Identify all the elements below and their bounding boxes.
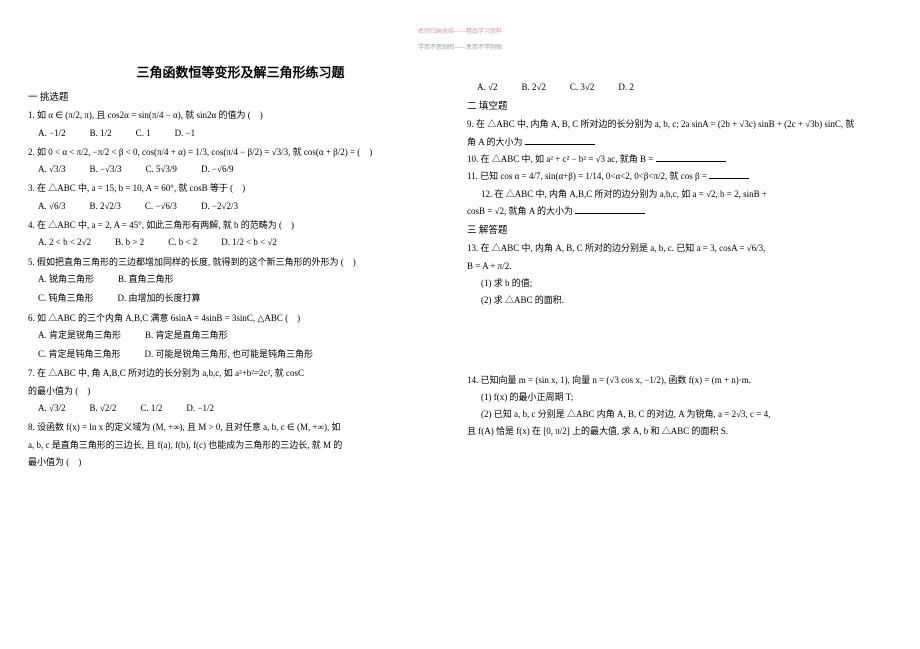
q5-c: C. 钝角三角形 [38,291,94,306]
q6-a: A. 肯定是锐角三角形 [38,328,121,343]
header-top: 名师归纳总结——精品学习资料 [0,26,920,35]
q8-stem2: a, b, c 是直角三角形的三边长, 且 f(a), f(b), f(c) 也… [28,438,453,453]
spacer [467,311,892,371]
q14-2: (2) 已知 a, b, c 分别是 △ABC 内角 A, B, C 的对边, … [481,407,892,422]
q1-a: A. −1/2 [38,126,66,141]
q8-a: A. √2 [477,80,497,95]
q6-stem: 6. 如 △ABC 的三个内角 A,B,C 满意 6sinA = 4sinB =… [28,311,453,326]
q6-d: D. 可能是锐角三角形, 也可能是钝角三角形 [145,347,314,362]
q5-b: B. 直角三角形 [118,272,174,287]
q12b: cosB = √2, 就角 A 的大小为 [467,204,892,219]
q4-a: A. 2 < b < 2√2 [38,235,91,250]
q4-opts: A. 2 < b < 2√2 B. b > 2 C. b < 2 D. 1/2 … [38,235,453,250]
q1-c: C. 1 [136,126,151,141]
q3-c: C. −√6/3 [145,199,177,214]
q2-stem: 2. 如 0 < α < π/2, −π/2 < β < 0, cos(π/4 … [28,145,453,160]
q9: 9. 在 △ABC 中, 内角 A, B, C 所对边的长分别为 a, b, c… [467,117,892,132]
q8-stem: 8. 设函数 f(x) = ln x 的定义域为 (M, +∞), 且 M > … [28,420,453,435]
blank-10 [656,152,726,162]
q2-a: A. √3/3 [38,162,65,177]
q2-opts: A. √3/3 B. −√3/3 C. 5√3/9 D. −√6/9 [38,162,453,177]
q14-3: 且 f(A) 恰是 f(x) 在 [0, π/2] 上的最大值, 求 A, b … [467,424,892,439]
section-1: 一 挑选题 [28,90,453,106]
blank-9 [525,135,595,145]
q7-stem: 7. 在 △ABC 中, 角 A,B,C 所对边的长分别为 a,b,c, 如 a… [28,366,453,381]
q3-b: B. 2√2/3 [89,199,120,214]
section-2: 二 填空题 [467,99,892,115]
q10: 10. 在 △ABC 中, 如 a² + c² − b² = √3 ac, 就角… [467,152,892,167]
header-sub: 学而不思则罔——思而不学则殆 [0,42,920,51]
q6-b: B. 肯定是直角三角形 [145,328,228,343]
blank-12 [575,204,645,214]
q4-b: B. b > 2 [115,235,144,250]
page-content: 三角函数恒等变形及解三角形练习题 一 挑选题 1. 如 α ∈ (π/2, π)… [28,62,892,629]
q3-d: D. −2√2/3 [201,199,238,214]
q7-b: B. √2/2 [89,401,116,416]
q9b-text: 角 A 的大小为 [467,137,523,147]
q5-d: D. 由增加的长度打算 [118,291,201,306]
q1-d: D. −1 [175,126,196,141]
q7-d: D. −1/2 [186,401,214,416]
right-column: A. √2 B. 2√2 C. 3√2 D. 2 二 填空题 9. 在 △ABC… [467,62,892,629]
q4-d: D. 1/2 < b < √2 [221,235,277,250]
q3-stem: 3. 在 △ABC 中, a = 15, b = 10, A = 60°, 就 … [28,181,453,196]
q6-opts: A. 肯定是锐角三角形 B. 肯定是直角三角形 C. 肯定是钝角三角形 D. 可… [28,328,453,363]
q7-opts: A. √3/2 B. √2/2 C. 1/2 D. −1/2 [38,401,453,416]
q11: 11. 已知 cos α = 4/7, sin(α+β) = 1/14, 0<α… [467,169,892,184]
q7-a: A. √3/2 [38,401,65,416]
blank-11 [709,169,749,179]
doc-title: 三角函数恒等变形及解三角形练习题 [28,62,453,84]
q3-opts: A. √6/3 B. 2√2/3 C. −√6/3 D. −2√2/3 [38,199,453,214]
q7-stem2: 的最小值为 ( ) [28,384,453,399]
q5-opts: A. 锐角三角形 B. 直角三角形 C. 钝角三角形 D. 由增加的长度打算 [28,272,453,307]
q14-1: (1) f(x) 的最小正周期 T; [481,390,892,405]
q7-c: C. 1/2 [140,401,162,416]
q2-c: C. 5√3/9 [145,162,176,177]
q8-c: C. 3√2 [570,80,594,95]
q3-a: A. √6/3 [38,199,65,214]
left-column: 三角函数恒等变形及解三角形练习题 一 挑选题 1. 如 α ∈ (π/2, π)… [28,62,453,629]
q2-b: B. −√3/3 [89,162,121,177]
q12: 12. 在 △ABC 中, 内角 A,B,C 所对的边分别为 a,b,c, 如 … [481,187,892,202]
q4-c: C. b < 2 [168,235,197,250]
q13: 13. 在 △ABC 中, 内角 A, B, C 所对的边分别是 a, b, c… [467,241,892,256]
q6-c: C. 肯定是钝角三角形 [38,347,121,362]
q1-opts: A. −1/2 B. 1/2 C. 1 D. −1 [38,126,453,141]
q2-d: D. −√6/9 [201,162,234,177]
q8-stem3: 最小值为 ( ) [28,455,453,470]
q1-b: B. 1/2 [90,126,112,141]
q4-stem: 4. 在 △ABC 中, a = 2, A = 45°, 如此三角形有两解, 就… [28,218,453,233]
q8-opts: A. √2 B. 2√2 C. 3√2 D. 2 [477,80,892,95]
q13-1: (1) 求 b 的值; [481,276,892,291]
q13-2: (2) 求 △ABC 的面积. [481,293,892,308]
q9b: 角 A 的大小为 [467,135,892,150]
q8-b: B. 2√2 [521,80,545,95]
q13b: B = A + π/2. [467,259,892,274]
q10-text: 10. 在 △ABC 中, 如 a² + c² − b² = √3 ac, 就角… [467,154,653,164]
q1-stem: 1. 如 α ∈ (π/2, π), 且 cos2α = sin(π/4 − α… [28,108,453,123]
q8-d: D. 2 [618,80,634,95]
q11-text: 11. 已知 cos α = 4/7, sin(α+β) = 1/14, 0<α… [467,171,707,181]
q5-stem: 5. 假如把直角三角形的三边都增加同样的长度, 就得到的这个新三角形的外形为 (… [28,255,453,270]
q14: 14. 已知向量 m = (sin x, 1), 向量 n = (√3 cos … [467,373,892,388]
q5-a: A. 锐角三角形 [38,272,94,287]
q12b-text: cosB = √2, 就角 A 的大小为 [467,206,573,216]
section-3: 三 解答题 [467,223,892,239]
